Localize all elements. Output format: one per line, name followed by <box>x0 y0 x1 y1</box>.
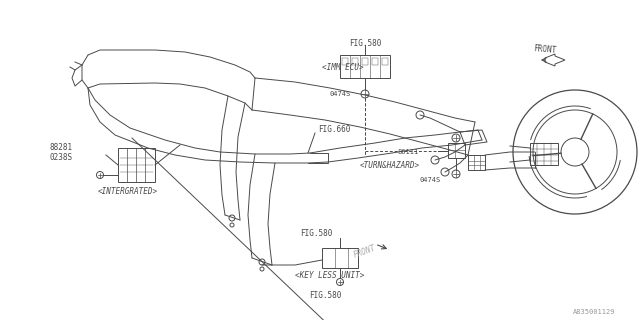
Text: A835001129: A835001129 <box>573 309 615 315</box>
Text: 0238S: 0238S <box>50 154 73 163</box>
Bar <box>530 143 558 165</box>
Text: FIG.660: FIG.660 <box>318 125 350 134</box>
Text: 88281: 88281 <box>50 143 73 153</box>
Bar <box>118 148 155 182</box>
Bar <box>352 58 358 65</box>
Bar <box>362 58 368 65</box>
Bar <box>448 143 465 158</box>
Text: 0474S: 0474S <box>330 91 351 97</box>
Text: FIG.580: FIG.580 <box>309 292 341 300</box>
Bar <box>372 58 378 65</box>
Text: <KEY LESS UNIT>: <KEY LESS UNIT> <box>295 270 364 279</box>
Text: FRONT: FRONT <box>533 44 557 55</box>
Text: <IMM ECU>: <IMM ECU> <box>322 62 364 71</box>
Bar <box>322 248 358 268</box>
Bar <box>382 58 388 65</box>
Text: 0474S: 0474S <box>420 177 441 183</box>
Text: <INTERGRATED>: <INTERGRATED> <box>98 188 158 196</box>
Text: 86111: 86111 <box>398 149 419 155</box>
Bar <box>342 58 348 65</box>
Text: FIG.580: FIG.580 <box>300 228 332 237</box>
Text: <TURN&HAZARD>: <TURN&HAZARD> <box>360 161 420 170</box>
Text: FIG.580: FIG.580 <box>349 38 381 47</box>
Text: FRONT: FRONT <box>353 244 378 260</box>
Bar <box>340 55 390 78</box>
